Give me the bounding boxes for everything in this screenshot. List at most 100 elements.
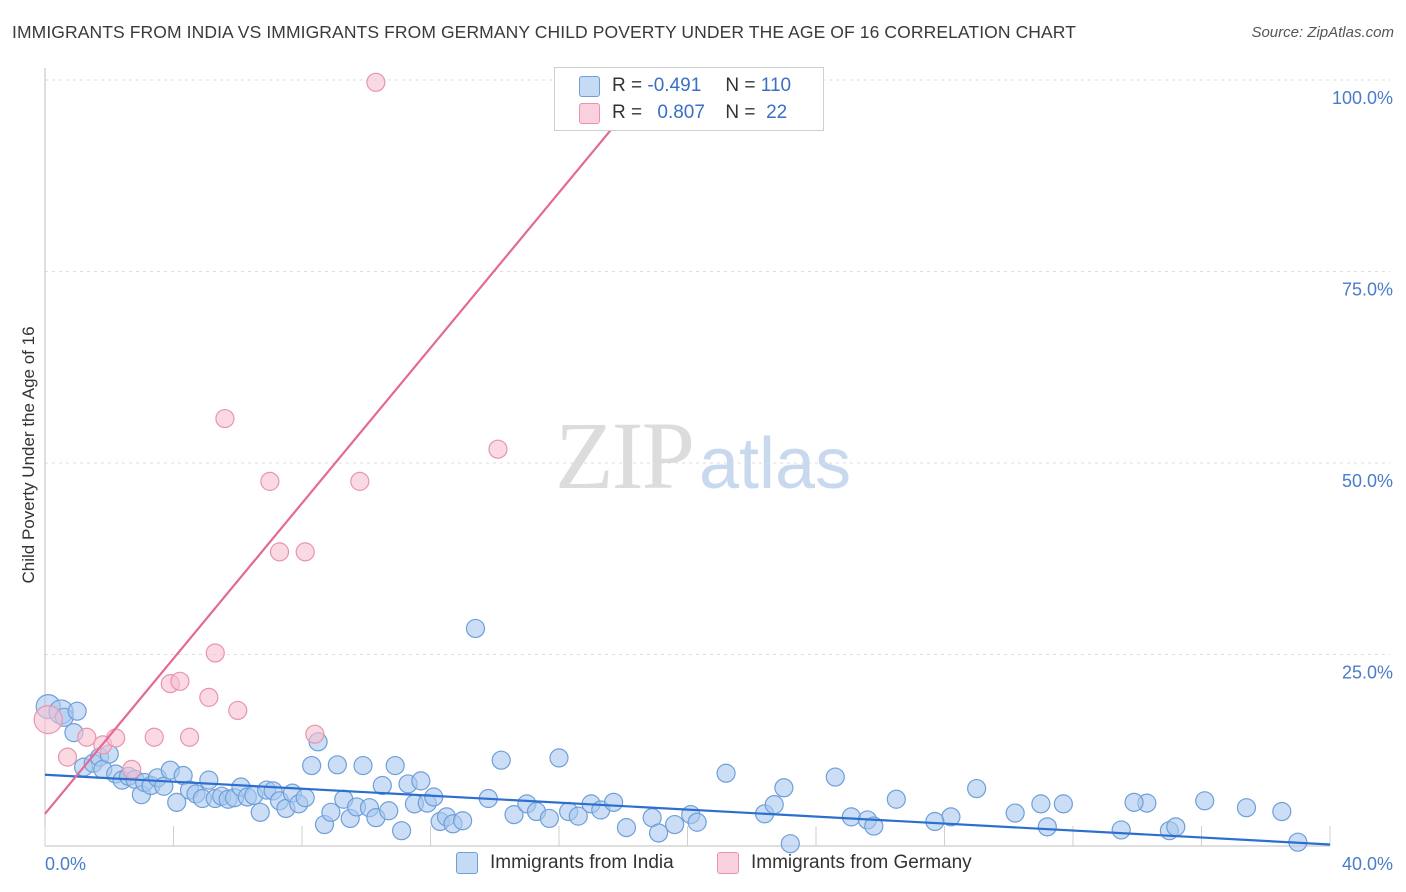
watermark: ZIPatlas bbox=[555, 400, 851, 511]
germany-point bbox=[350, 471, 370, 491]
india-point bbox=[925, 811, 945, 832]
stats-legend: R = -0.491 N = 110 R = 0.807 N = 22 bbox=[554, 67, 824, 131]
germany-point bbox=[269, 542, 290, 562]
india-point bbox=[1195, 791, 1215, 811]
series-germany-points bbox=[33, 72, 617, 780]
india-point bbox=[504, 804, 524, 825]
legend-r-value-germany: 0.807 bbox=[657, 102, 705, 123]
india-point bbox=[604, 792, 624, 812]
watermark-atlas: atlas bbox=[699, 424, 852, 504]
legend-n-label: N = bbox=[725, 75, 756, 96]
axes bbox=[44, 68, 1331, 847]
india-point bbox=[568, 806, 588, 826]
tick-labels: 25.0% 50.0% 75.0% 100.0% 0.0% 40.0% bbox=[45, 88, 1393, 874]
india-point bbox=[1272, 801, 1292, 822]
germany-point bbox=[260, 471, 280, 491]
india-point bbox=[295, 788, 315, 808]
india-point bbox=[391, 821, 412, 841]
india-point bbox=[167, 792, 187, 812]
germany-point bbox=[33, 705, 63, 735]
india-point bbox=[780, 834, 800, 854]
india-point bbox=[372, 775, 392, 796]
india-point bbox=[648, 823, 669, 843]
y-tick-label: 100.0% bbox=[1332, 88, 1393, 108]
india-point bbox=[864, 816, 884, 836]
bottom-legend-india[interactable]: Immigrants from India bbox=[456, 852, 674, 874]
india-point bbox=[327, 755, 347, 775]
germany-trend-line bbox=[44, 79, 654, 815]
y-tick-label: 50.0% bbox=[1342, 471, 1393, 491]
y-tick-label: 75.0% bbox=[1342, 280, 1393, 300]
legend-row-india: R = -0.491 N = 110 bbox=[579, 73, 791, 99]
germany-point bbox=[57, 747, 78, 767]
india-point bbox=[1236, 798, 1257, 818]
germany-point bbox=[170, 671, 190, 691]
germany-point bbox=[228, 700, 248, 721]
bottom-legend-label-india: Immigrants from India bbox=[490, 852, 674, 873]
germany-point bbox=[488, 439, 508, 459]
india-point bbox=[1005, 803, 1025, 823]
india-point bbox=[665, 814, 685, 835]
india-point bbox=[1037, 817, 1057, 837]
india-point bbox=[491, 750, 511, 770]
legend-swatch-india bbox=[579, 75, 600, 97]
germany-point bbox=[205, 643, 225, 663]
germany-point bbox=[215, 408, 235, 429]
legend-row-germany: R = 0.807 N = 22 bbox=[579, 100, 787, 126]
germany-point bbox=[77, 727, 97, 747]
legend-r-label: R = bbox=[612, 102, 643, 123]
india-point bbox=[687, 812, 707, 832]
germany-point bbox=[106, 728, 126, 748]
legend-n-value-germany: 22 bbox=[766, 102, 788, 123]
india-point bbox=[321, 802, 341, 822]
bottom-legend: Immigrants from India Immigrants from Ge… bbox=[0, 852, 1406, 878]
x-tick-label: 0.0% bbox=[45, 854, 86, 874]
india-point bbox=[411, 771, 431, 791]
legend-r-label: R = bbox=[612, 75, 643, 96]
legend-r-value-india: -0.491 bbox=[647, 75, 702, 96]
india-point bbox=[716, 763, 736, 783]
bottom-legend-swatch-india bbox=[456, 852, 478, 874]
germany-point bbox=[179, 727, 200, 747]
india-point bbox=[302, 755, 322, 776]
india-point bbox=[385, 755, 405, 776]
india-point bbox=[764, 795, 784, 815]
india-trend-line bbox=[44, 773, 1331, 846]
india-point bbox=[1031, 794, 1051, 814]
trend-lines bbox=[44, 79, 1331, 846]
y-axis-label: Child Poverty Under the Age of 16 bbox=[19, 326, 38, 583]
india-point bbox=[465, 618, 486, 639]
bottom-legend-germany[interactable]: Immigrants from Germany bbox=[717, 852, 972, 874]
india-point bbox=[825, 767, 845, 787]
india-point bbox=[539, 808, 559, 829]
legend-n-label: N = bbox=[725, 102, 756, 123]
india-point bbox=[549, 748, 569, 768]
germany-point bbox=[305, 724, 325, 744]
germany-point bbox=[144, 727, 164, 747]
watermark-zip: ZIP bbox=[555, 402, 695, 509]
india-point bbox=[250, 802, 270, 822]
india-point bbox=[616, 818, 637, 838]
india-point bbox=[774, 778, 794, 798]
india-point bbox=[841, 807, 861, 827]
india-point bbox=[379, 801, 399, 821]
bottom-legend-swatch-germany bbox=[717, 852, 739, 874]
legend-swatch-germany bbox=[579, 102, 600, 124]
india-point bbox=[1166, 817, 1186, 837]
germany-point bbox=[122, 759, 142, 780]
x-tick-label: 40.0% bbox=[1342, 854, 1393, 874]
india-point bbox=[453, 811, 473, 831]
india-point bbox=[67, 701, 87, 721]
india-point bbox=[1111, 820, 1131, 840]
india-point bbox=[1053, 794, 1073, 814]
india-point bbox=[199, 770, 219, 790]
chart-title: IMMIGRANTS FROM INDIA VS IMMIGRANTS FROM… bbox=[12, 22, 1077, 42]
y-tick-label: 25.0% bbox=[1342, 663, 1393, 683]
india-point bbox=[886, 789, 906, 809]
legend-n-value-india: 110 bbox=[760, 75, 792, 96]
chart-source: Source: ZipAtlas.com bbox=[1251, 24, 1394, 41]
germany-point bbox=[295, 542, 315, 562]
india-point bbox=[967, 778, 987, 799]
germany-point bbox=[199, 687, 219, 707]
